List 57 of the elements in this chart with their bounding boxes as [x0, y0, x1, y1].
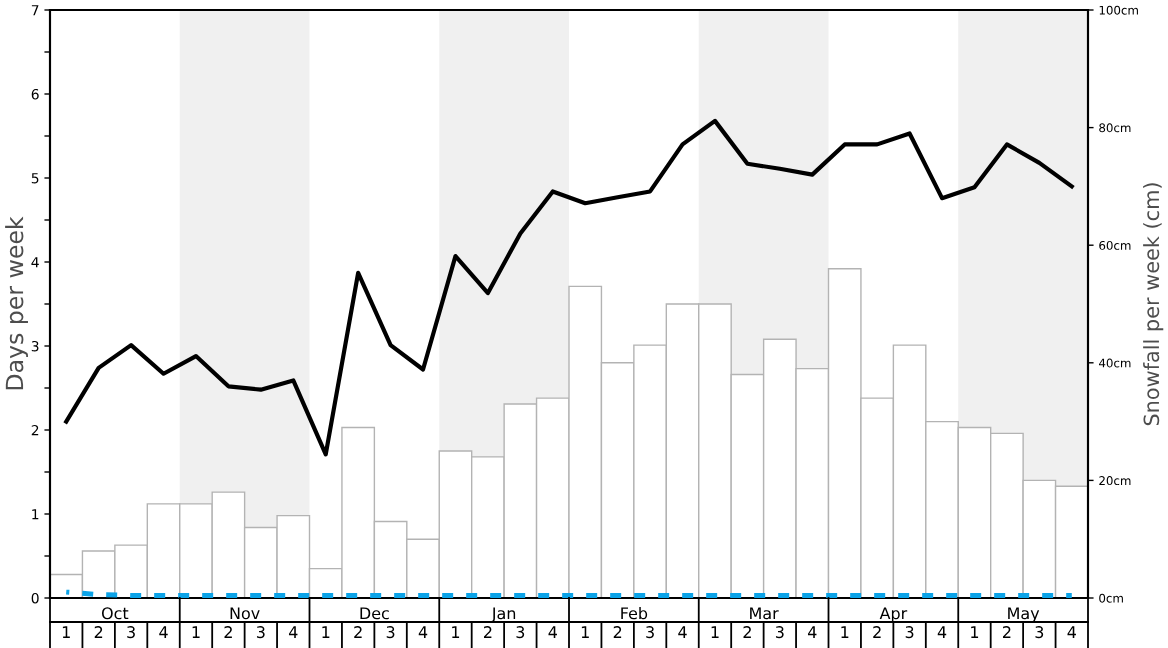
y-tick-label: 1	[32, 509, 39, 520]
text: Apr	[879, 607, 908, 623]
x-tick-label: 4	[159, 626, 168, 638]
x-tick-label: 1	[192, 626, 200, 638]
y2-tick-label: 40cm	[1098, 358, 1131, 368]
x-tick-label: 1	[452, 626, 460, 638]
y2-tick-label: 0cm	[1099, 593, 1123, 603]
x-tick-label: 4	[548, 626, 557, 638]
x-tick-label: 4	[1067, 626, 1076, 638]
y2-axis-title: Snowfall per week (cm)	[1143, 183, 1164, 426]
x-tick-label: 2	[873, 626, 881, 638]
y-tick-label: 5	[31, 173, 39, 184]
x-tick-label: 2	[743, 626, 751, 638]
text: Dec	[360, 607, 389, 620]
x-tick-label: 1	[711, 626, 719, 638]
y-tick-label: 7	[31, 5, 39, 16]
x-tick-label: 1	[841, 626, 849, 638]
text: Oct	[101, 607, 129, 620]
y2-tick-label: 60cm	[1099, 240, 1131, 250]
y-tick-label: 2	[31, 424, 39, 436]
x-tick-label: 3	[386, 626, 395, 639]
x-tick-label: 2	[354, 626, 362, 638]
y2-tick-label: 20cm	[1099, 476, 1131, 486]
x-tick-label: 4	[807, 626, 817, 638]
x-tick-label: 2	[484, 626, 492, 638]
x-tick-label: 1	[581, 626, 589, 638]
y-tick-label: 6	[31, 88, 39, 100]
y2-tick-label: 100cm	[1099, 5, 1138, 15]
text: Feb	[621, 606, 648, 620]
x-tick-label: 3	[516, 626, 525, 639]
y-tick-label: 4	[31, 257, 39, 268]
x-tick-label: 1	[62, 626, 70, 638]
x-tick-label: 3	[775, 626, 784, 639]
y2-tick-label: 80cm	[1099, 123, 1131, 133]
x-tick-label: 3	[256, 626, 265, 639]
y-tick-label: 0	[31, 592, 39, 604]
x-tick-label: 2	[613, 626, 622, 638]
text: Jan	[490, 607, 516, 623]
x-tick-label: 3	[905, 626, 914, 639]
x-tick-label: 4	[678, 626, 687, 638]
text: Mar	[750, 607, 779, 620]
x-tick-label: 2	[224, 626, 232, 638]
x-tick-label: 4	[288, 626, 298, 638]
y-tick-label: 3	[31, 340, 39, 352]
x-tick-label: 3	[1035, 626, 1044, 639]
text: Nov	[230, 607, 260, 620]
x-tick-label: 4	[418, 626, 428, 638]
x-tick-label: 2	[94, 626, 103, 638]
text: May	[1008, 607, 1040, 623]
y-axis-title: Days per week	[5, 216, 28, 390]
x-tick-label: 3	[127, 626, 135, 639]
x-tick-label: 3	[646, 626, 654, 639]
x-tick-label: 1	[971, 626, 979, 638]
line-series	[64, 118, 1074, 457]
x-tick-label: 4	[937, 626, 947, 638]
x-tick-label: 2	[1003, 626, 1011, 638]
x-tick-label: 1	[322, 626, 330, 638]
